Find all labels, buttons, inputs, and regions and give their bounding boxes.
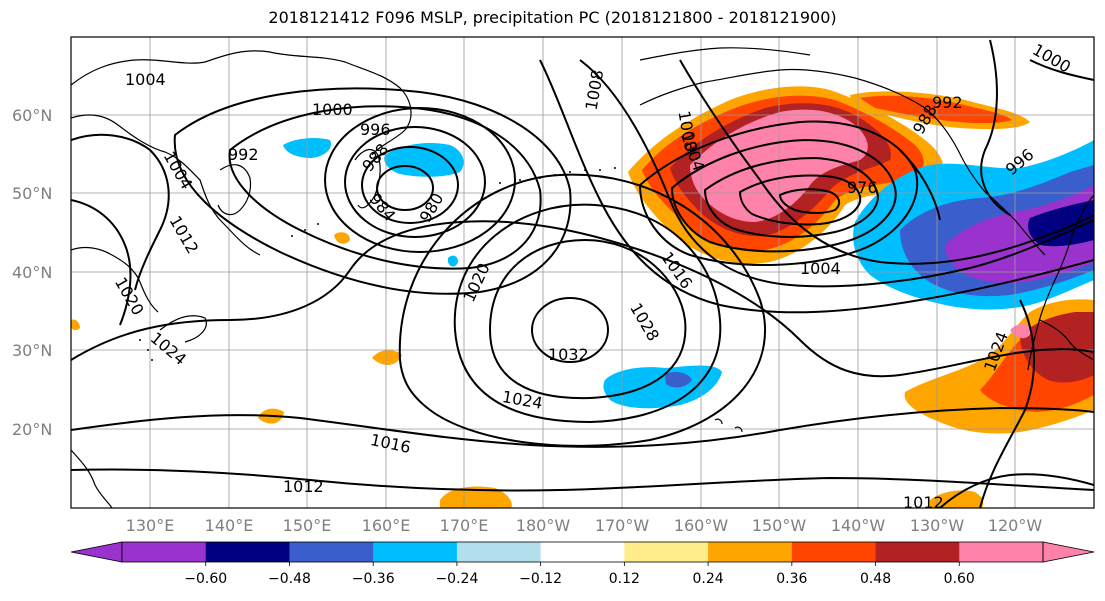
lat-label: 40°N (12, 263, 52, 282)
lon-labels: 130°E 140°E 150°E 160°E 170°E 180°W 170°… (126, 516, 1043, 535)
lat-label: 30°N (12, 341, 52, 360)
colorbar-tick-label: 0.60 (944, 571, 975, 587)
colorbar-segment (289, 542, 374, 562)
lat-labels: 60°N 50°N 40°N 30°N 20°N (12, 106, 52, 439)
colorbar-extend-high (1042, 541, 1095, 563)
precip-shading (71, 86, 1094, 508)
lon-label: 170°W (595, 516, 650, 535)
gridlines (71, 37, 1094, 508)
colorbar-tick-label: −0.36 (352, 571, 395, 587)
colorbar-frame (121, 541, 1044, 563)
contour-label: 1004 (800, 259, 841, 278)
colorbar-segment (540, 542, 625, 562)
colorbar-segment (205, 542, 290, 562)
colorbar-tick-label: −0.60 (184, 571, 227, 587)
map-title: 2018121412 F096 MSLP, precipitation PC (… (268, 8, 837, 27)
colorbar-segment (456, 542, 542, 562)
colorbar-segment (959, 542, 1044, 562)
contour-label: 996 (360, 120, 391, 139)
colorbar (70, 541, 1095, 563)
lon-label: 160°W (674, 516, 729, 535)
plot-frame (70, 36, 1095, 509)
contour-label: 992 (932, 93, 963, 112)
lon-label: 130°E (126, 516, 175, 535)
lat-label: 50°N (12, 184, 52, 203)
plot-area: 1004 1008 1000 996 992 988 984 980 1004 … (71, 37, 1094, 512)
lat-label: 20°N (12, 420, 52, 439)
lon-label: 150°W (752, 516, 807, 535)
colorbar-tick-label: −0.12 (519, 571, 562, 587)
contour-label: 1032 (548, 345, 589, 364)
contour-label: 1012 (903, 493, 944, 512)
contour-label: 976 (847, 178, 878, 197)
lat-label: 60°N (12, 106, 52, 125)
colorbar-segment (875, 542, 960, 562)
lon-label: 150°E (283, 516, 332, 535)
colorbar-segment (624, 542, 709, 562)
colorbar-segment (708, 542, 793, 562)
isobars (71, 39, 1094, 508)
colorbar-tick-label: 0.24 (693, 571, 724, 587)
colorbar-ticks: −0.60 −0.48 −0.36 −0.24 −0.12 0.12 0.24 0.36 0.4… (184, 562, 975, 587)
colorbar-tick-label: −0.24 (435, 571, 478, 587)
colorbar-tick-label: 0.12 (609, 571, 640, 587)
lon-label: 160°E (362, 516, 411, 535)
colorbar-tick-label: 0.36 (776, 571, 807, 587)
colorbar-segment (791, 542, 877, 562)
contour-label: 1000 (312, 100, 353, 119)
contour-label: 1012 (283, 477, 324, 496)
colorbar-tick-label: −0.48 (268, 571, 311, 587)
colorbar-segment (373, 542, 458, 562)
lon-label: 120°W (988, 516, 1043, 535)
colorbar-segment (122, 542, 207, 562)
lon-label: 140°E (205, 516, 254, 535)
contour-label: 992 (228, 145, 259, 164)
colorbar-tick-label: 0.48 (860, 571, 891, 587)
contour-label: 1004 (125, 70, 166, 89)
lon-label: 130°W (910, 516, 965, 535)
lon-label: 170°E (440, 516, 489, 535)
lon-label: 180°W (516, 516, 571, 535)
lon-label: 140°W (831, 516, 886, 535)
colorbar-extend-low (70, 541, 123, 563)
island-chain (139, 167, 616, 361)
